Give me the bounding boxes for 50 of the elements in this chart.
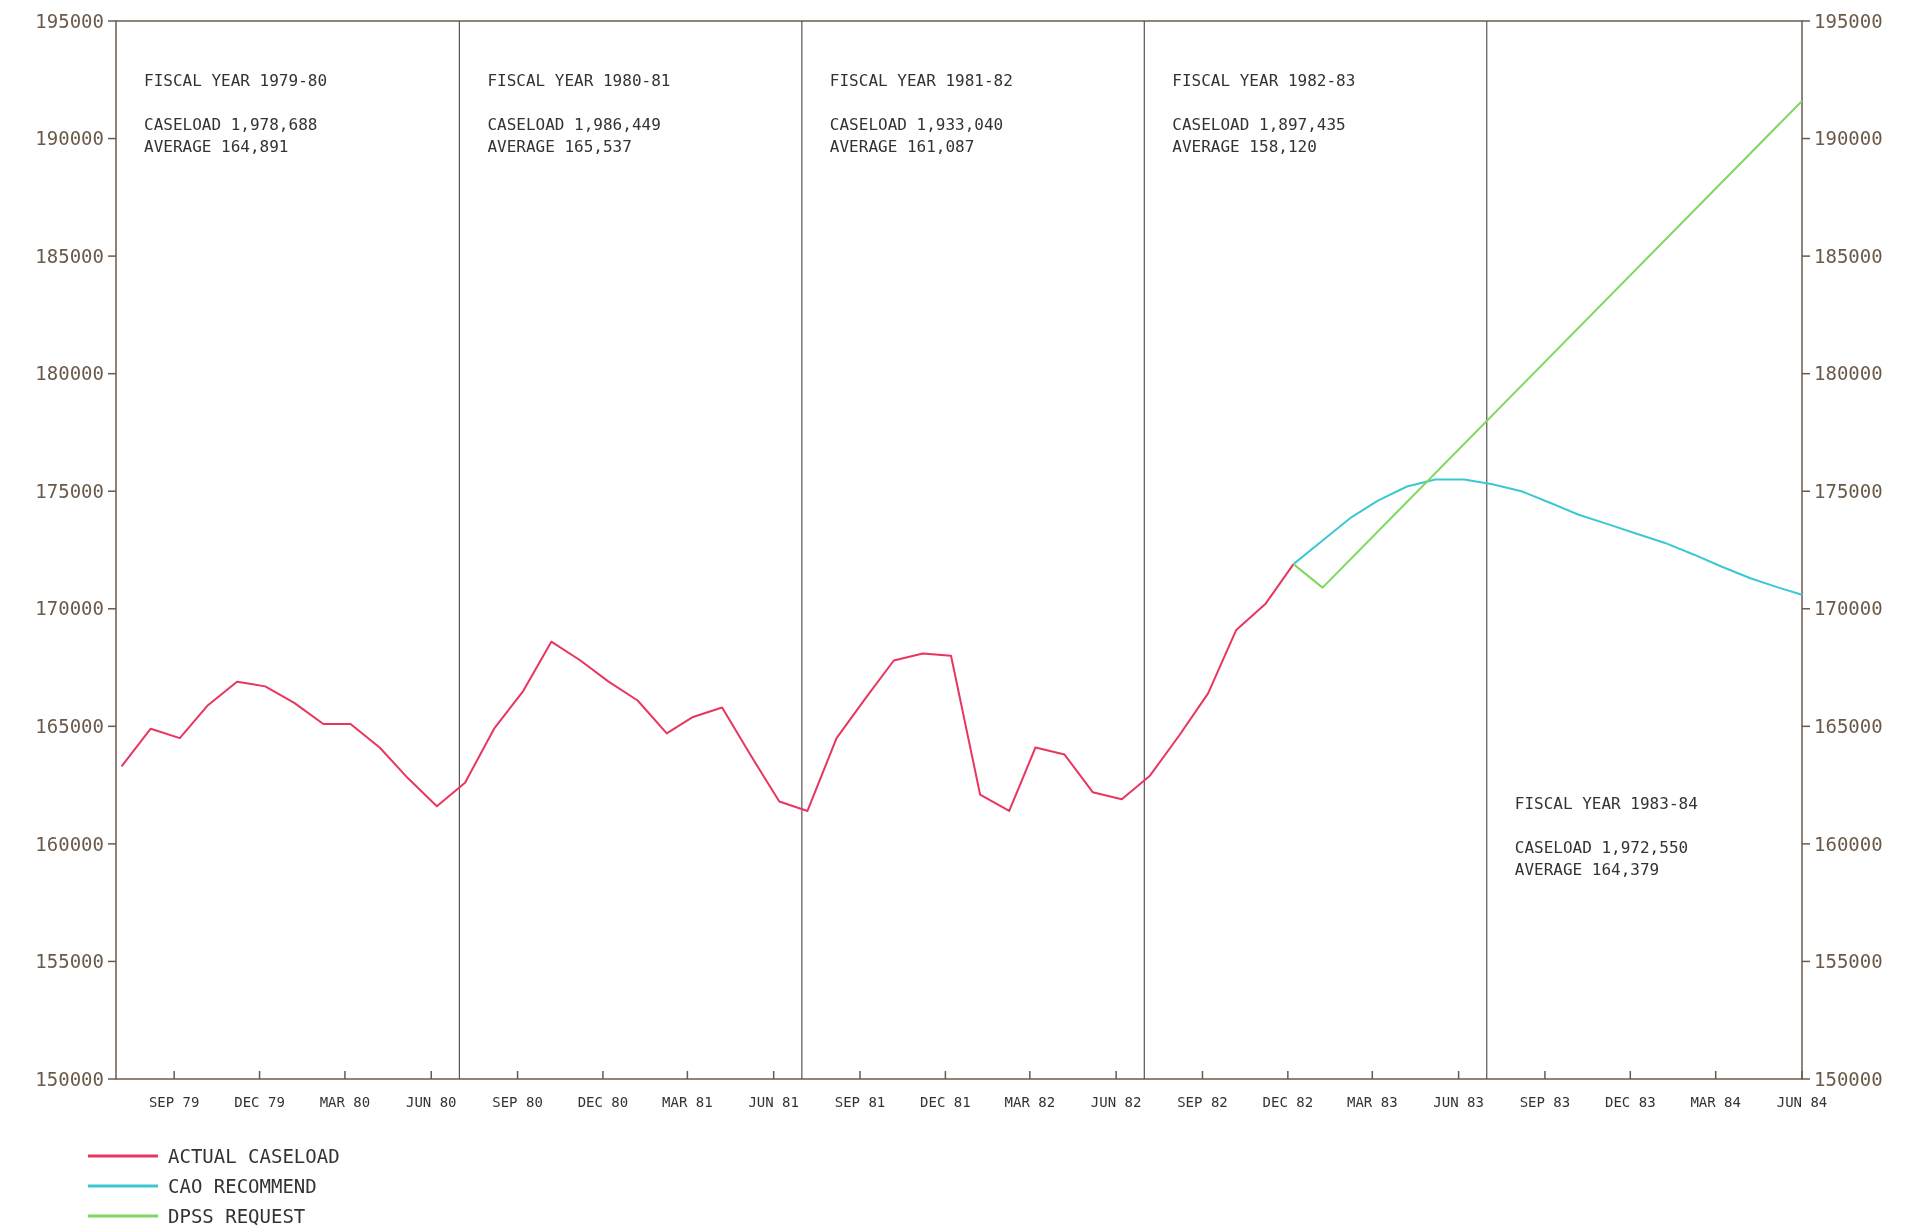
x-tick-label: MAR 82 bbox=[1004, 1094, 1056, 1110]
x-tick-label: SEP 80 bbox=[492, 1094, 543, 1110]
y-tick-label: 175000 bbox=[35, 479, 104, 502]
x-tick-label: DEC 80 bbox=[577, 1094, 629, 1110]
text: FISCAL YEAR 1981-82 CASELOAD 1,933,040 AVERAGE 161,087 bbox=[829, 71, 1013, 156]
x-tick-label: MAR 81 bbox=[662, 1094, 713, 1110]
x-tick-label: JUN 84 bbox=[1776, 1094, 1828, 1110]
x-tick-label: SEP 82 bbox=[1177, 1094, 1228, 1110]
text: FISCAL YEAR 1983-84 CASELOAD 1,972,550 AVERAGE 164,379 bbox=[1514, 794, 1698, 879]
legend-label: ACTUAL CASELOAD bbox=[168, 1144, 340, 1167]
text: FISCAL YEAR 1982-83 CASELOAD 1,897,435 AVERAGE 158,120 bbox=[1172, 71, 1356, 156]
legend-label: DPSS REQUEST bbox=[168, 1204, 306, 1226]
y2-tick-label: 180000 bbox=[1814, 362, 1883, 385]
x-tick-label: JUN 82 bbox=[1090, 1094, 1142, 1110]
y2-tick-label: 190000 bbox=[1814, 127, 1883, 150]
x-tick-label: JUN 83 bbox=[1433, 1094, 1484, 1110]
y-tick-label: 185000 bbox=[35, 244, 104, 267]
y-tick-label: 190000 bbox=[35, 127, 104, 150]
x-tick-label: JUN 81 bbox=[748, 1094, 799, 1110]
x-tick-label: MAR 84 bbox=[1690, 1094, 1741, 1110]
y-tick-label: 150000 bbox=[35, 1067, 104, 1090]
y2-tick-label: 165000 bbox=[1814, 714, 1883, 737]
text: FISCAL YEAR 1979-80 CASELOAD 1,978,688 AVERAGE 164,891 bbox=[144, 71, 328, 156]
y-tick-label: 180000 bbox=[35, 362, 104, 385]
y2-tick-label: 185000 bbox=[1814, 244, 1883, 267]
y-tick-label: 165000 bbox=[35, 714, 104, 737]
y-tick-label: 170000 bbox=[35, 597, 104, 620]
x-tick-label: MAR 83 bbox=[1347, 1094, 1398, 1110]
text: FISCAL YEAR 1980-81 CASELOAD 1,986,449 AVERAGE 165,537 bbox=[487, 71, 671, 156]
x-tick-label: SEP 79 bbox=[148, 1094, 200, 1110]
x-tick-label: SEP 83 bbox=[1519, 1094, 1571, 1110]
legend-label: CAO RECOMMEND bbox=[168, 1174, 317, 1197]
y2-tick-label: 175000 bbox=[1814, 479, 1883, 502]
x-tick-label: MAR 80 bbox=[319, 1094, 371, 1110]
y2-tick-label: 195000 bbox=[1814, 9, 1883, 32]
line-series bbox=[120, 563, 1295, 812]
y2-tick-label: 150000 bbox=[1814, 1067, 1883, 1090]
x-tick-label: SEP 81 bbox=[834, 1094, 886, 1110]
y2-tick-label: 160000 bbox=[1814, 832, 1883, 855]
x-tick-label: DEC 83 bbox=[1605, 1094, 1656, 1110]
x-tick-label: DEC 82 bbox=[1262, 1094, 1314, 1110]
y2-tick-label: 170000 bbox=[1814, 597, 1883, 620]
line-series bbox=[1292, 478, 1803, 596]
x-tick-label: DEC 79 bbox=[234, 1094, 285, 1110]
y2-tick-label: 155000 bbox=[1814, 950, 1883, 973]
x-tick-label: JUN 80 bbox=[405, 1094, 457, 1110]
y-tick-label: 155000 bbox=[35, 950, 104, 973]
y-tick-label: 160000 bbox=[35, 832, 104, 855]
y-tick-label: 195000 bbox=[35, 9, 104, 32]
x-tick-label: DEC 81 bbox=[920, 1094, 971, 1110]
